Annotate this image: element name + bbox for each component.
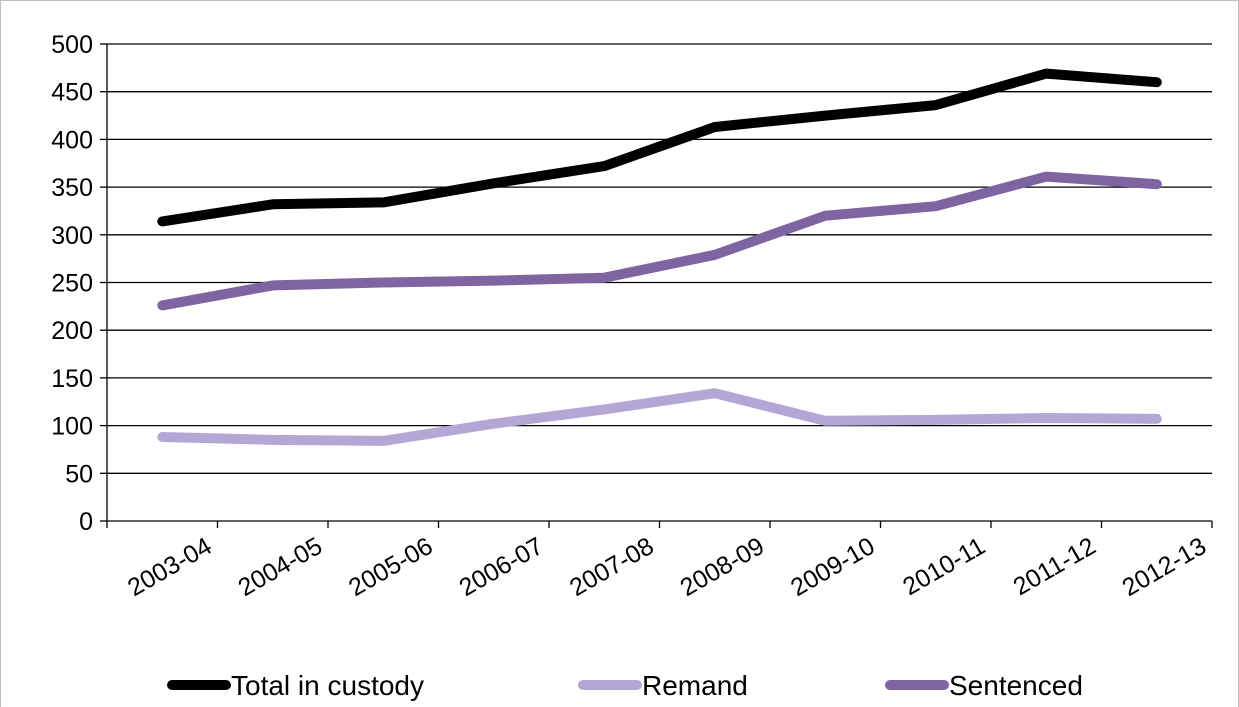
x-tick-label: 2009-10 [786, 532, 879, 602]
y-tick-label: 500 [51, 31, 93, 59]
x-tick-label: 2004-05 [234, 532, 327, 602]
y-tick-label: 450 [51, 79, 93, 107]
legend-label: Total in custody [231, 670, 424, 701]
y-tick-label: 350 [51, 174, 93, 202]
legend-label: Remand [642, 670, 748, 701]
axes [100, 43, 1213, 528]
x-tick-label: 2003-04 [123, 532, 217, 602]
y-tick-label: 100 [51, 413, 93, 441]
x-tick-label: 2012-13 [1118, 532, 1211, 602]
x-axis-ticks: 2003-04 2004-05 2005-06 2006-07 2007-08 2008-… [123, 532, 1211, 602]
x-tick-label: 2010-11 [898, 532, 990, 601]
y-tick-label: 150 [51, 365, 93, 393]
x-tick-label: 2006-07 [455, 532, 548, 602]
legend: Total in custody Remand Sentenced [167, 670, 1083, 701]
series-line [157, 171, 1162, 311]
series-line [157, 388, 1162, 446]
x-tick-label: 2011-12 [1009, 532, 1101, 601]
legend-label: Sentenced [949, 670, 1083, 701]
x-tick-label: 2007-08 [565, 532, 658, 602]
y-tick-label: 50 [65, 460, 93, 488]
y-tick-label: 300 [51, 222, 93, 250]
y-tick-label: 400 [51, 126, 93, 154]
x-tick-label: 2008-09 [676, 532, 769, 602]
y-tick-label: 250 [51, 270, 93, 298]
x-tick-label: 2005-06 [344, 532, 437, 602]
gridlines [107, 43, 1212, 474]
y-axis-ticks: 0 50 100 150 200 250 300 350 400 450 500 [51, 31, 93, 536]
y-tick-label: 200 [51, 317, 93, 345]
series-lines [157, 68, 1162, 446]
y-tick-label: 0 [79, 508, 93, 536]
series-line [157, 68, 1162, 227]
